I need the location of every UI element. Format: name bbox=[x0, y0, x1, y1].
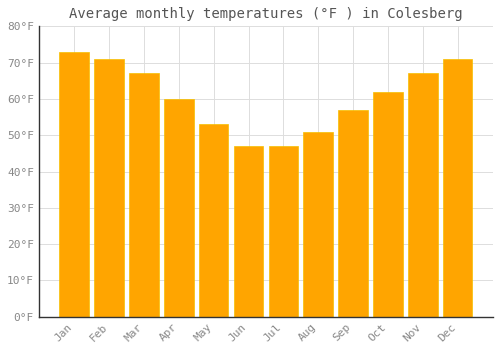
Bar bbox=[94, 59, 124, 317]
Bar bbox=[338, 110, 368, 317]
Bar bbox=[373, 92, 402, 317]
Bar bbox=[234, 146, 264, 317]
Bar bbox=[268, 146, 298, 317]
Title: Average monthly temperatures (°F ) in Colesberg: Average monthly temperatures (°F ) in Co… bbox=[69, 7, 462, 21]
Bar bbox=[164, 99, 194, 317]
Bar bbox=[408, 74, 438, 317]
Bar bbox=[60, 52, 89, 317]
Bar bbox=[129, 74, 159, 317]
Bar bbox=[199, 124, 228, 317]
Bar bbox=[443, 59, 472, 317]
Bar bbox=[304, 132, 333, 317]
